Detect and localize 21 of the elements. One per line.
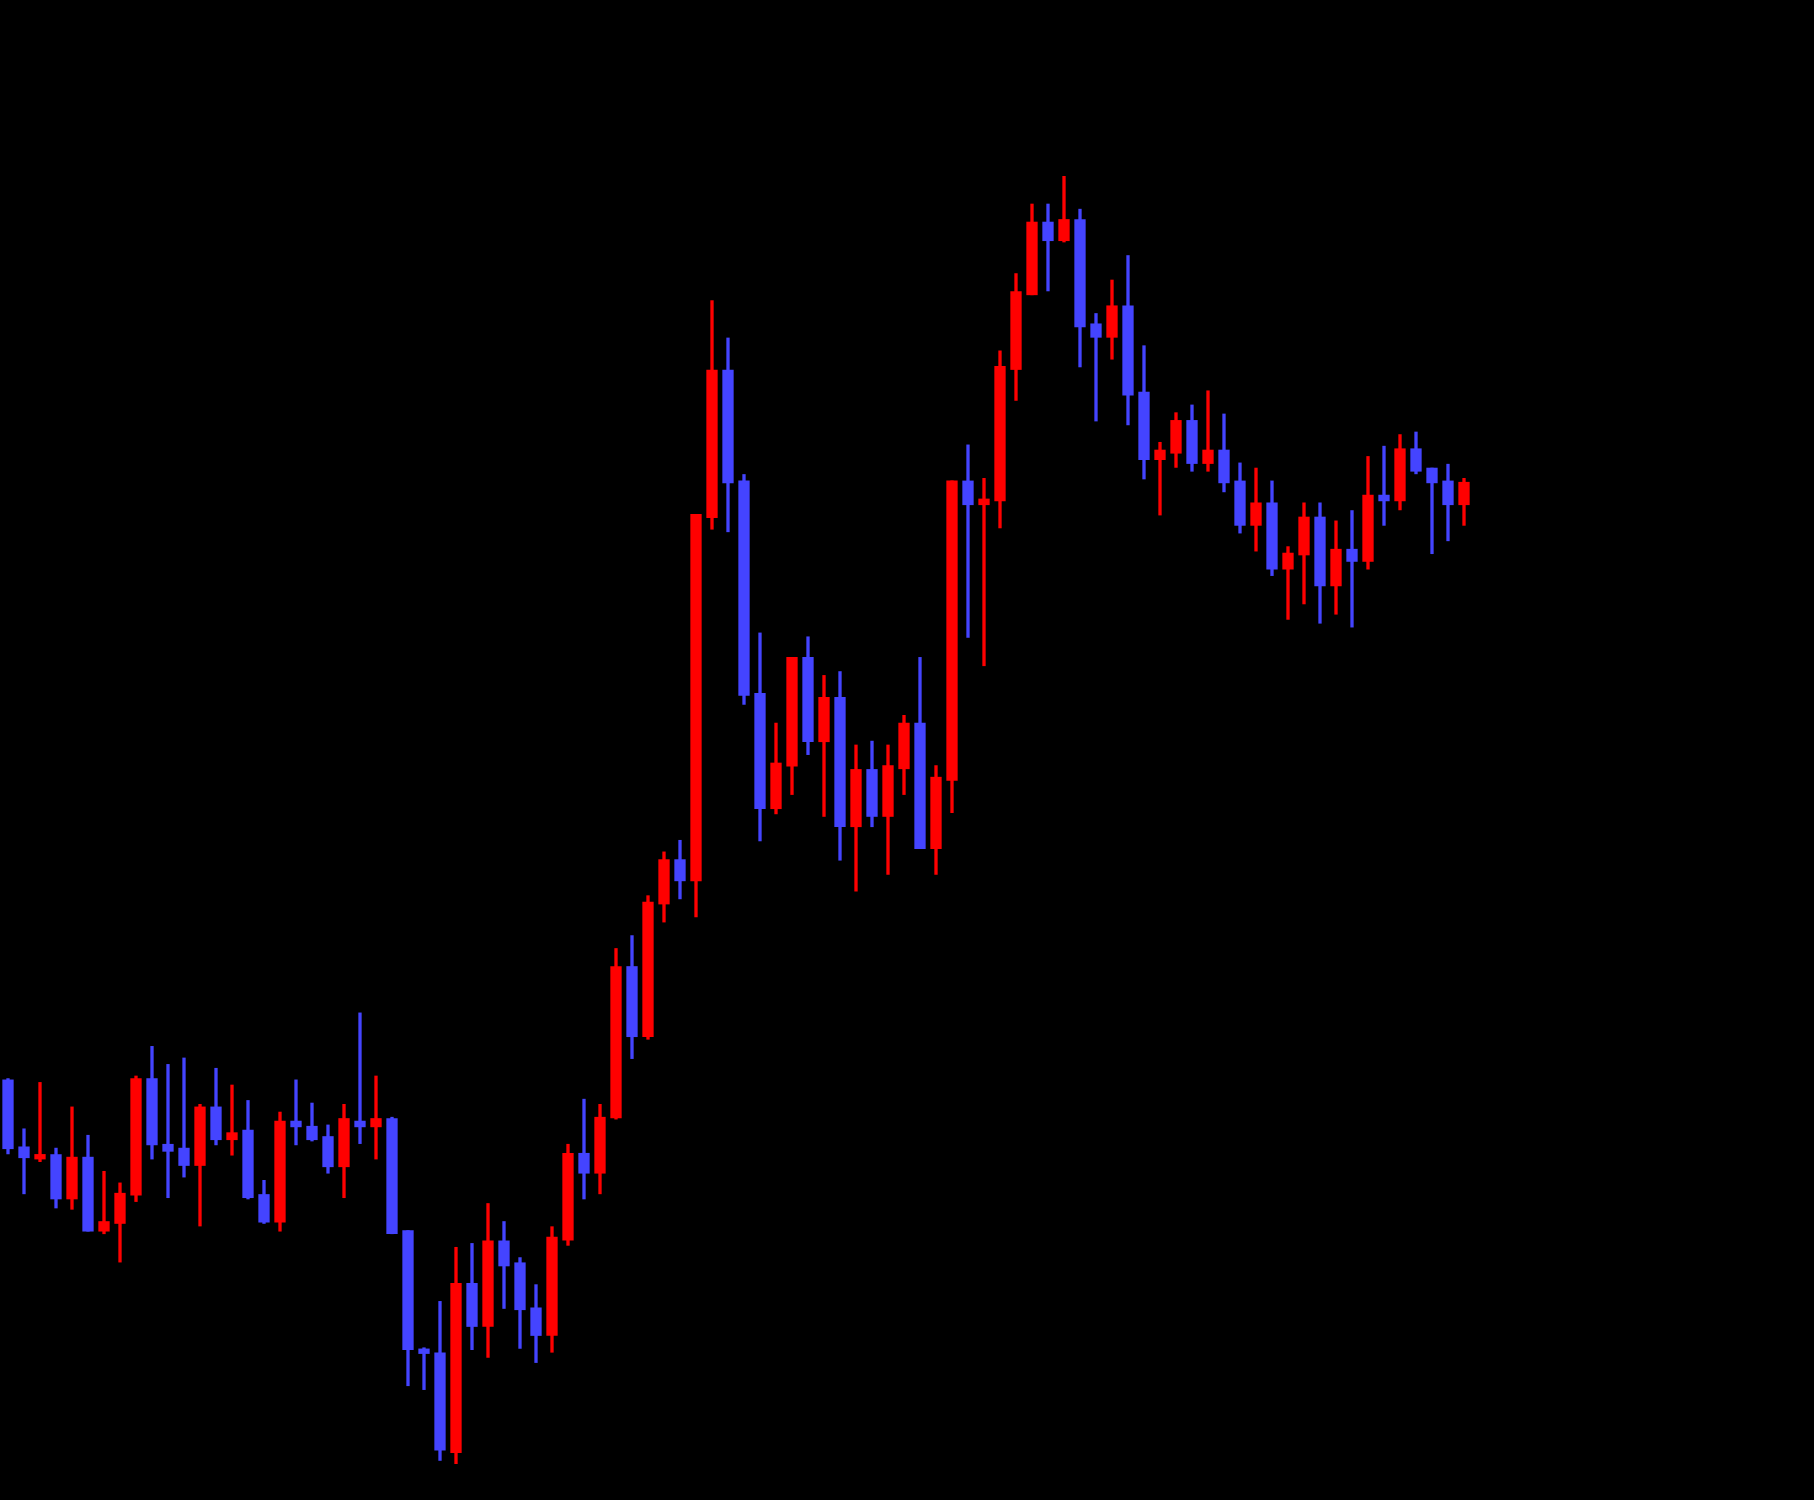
candlestick (1202, 390, 1214, 472)
candlestick (98, 1170, 110, 1235)
candlestick (178, 1057, 190, 1178)
candlestick (1154, 441, 1166, 516)
candlestick (978, 478, 990, 667)
candlestick (1090, 313, 1102, 422)
candlestick (370, 1075, 382, 1160)
candlestick (1282, 546, 1294, 620)
candlestick (418, 1347, 430, 1390)
candlestick (1378, 445, 1390, 526)
candlestick (354, 1012, 366, 1144)
candlestick (226, 1084, 238, 1156)
candlestick (578, 1098, 590, 1200)
candlestick (1426, 467, 1438, 555)
candlestick (34, 1082, 46, 1162)
candlestick (1346, 510, 1358, 628)
candlestick (18, 1128, 30, 1195)
candlestick (1042, 203, 1054, 292)
candlestick (290, 1079, 302, 1146)
candlestick (962, 444, 974, 638)
candlestick (162, 1064, 174, 1199)
